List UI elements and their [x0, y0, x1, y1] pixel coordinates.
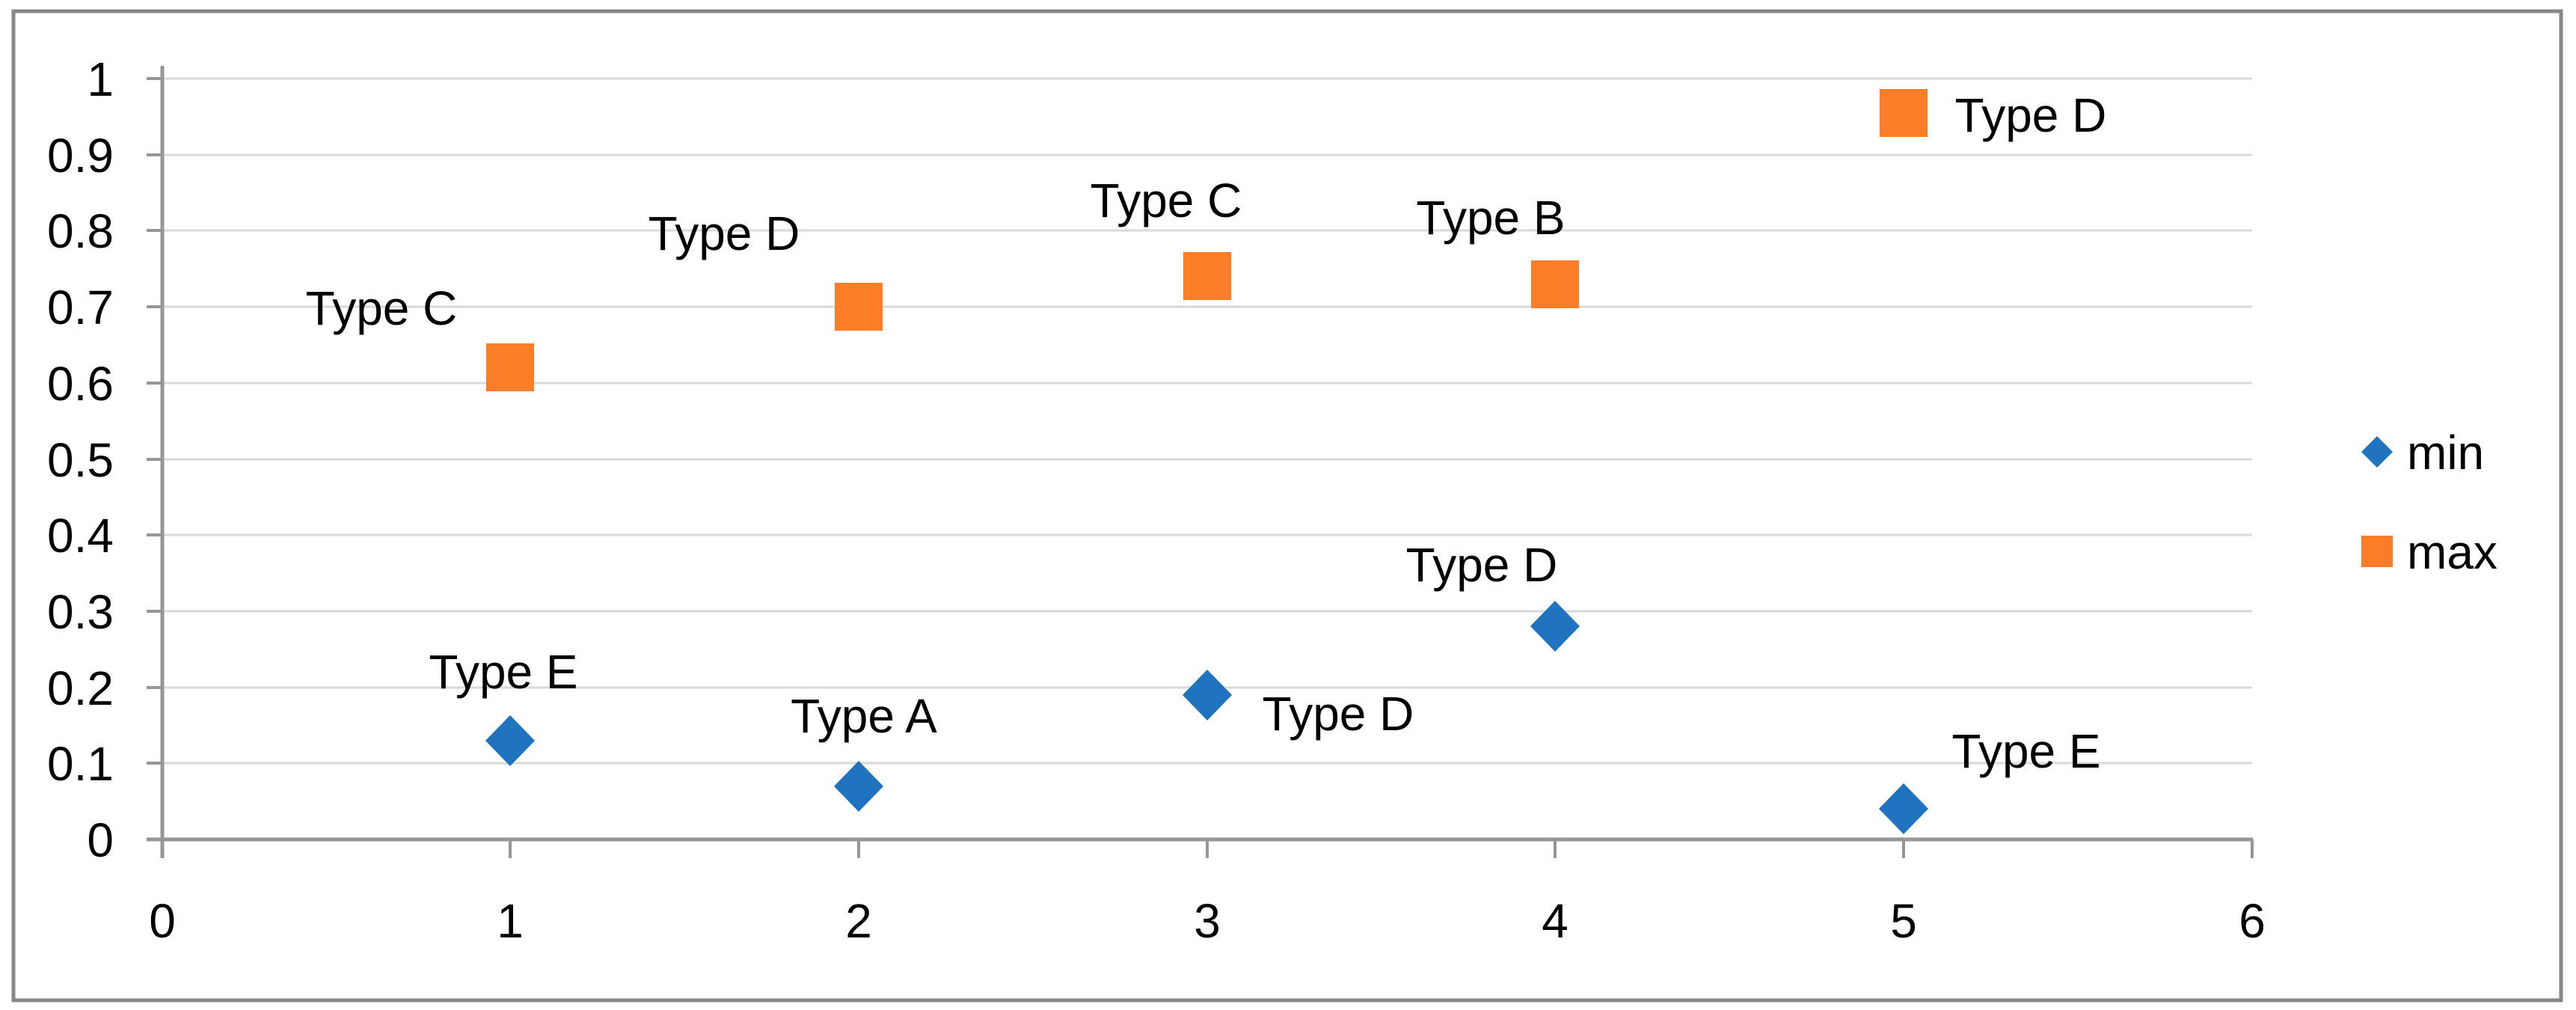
- data-point-min-5[interactable]: [1879, 783, 1928, 834]
- data-point-label: Type C: [306, 281, 458, 335]
- data-point-label: Type D: [648, 206, 800, 260]
- legend-label-min[interactable]: min: [2407, 426, 2484, 480]
- x-axis-tick-label: 3: [1194, 894, 1221, 948]
- data-point-max-2[interactable]: [835, 283, 883, 331]
- data-point-min-2[interactable]: [834, 761, 883, 812]
- data-point-max-4[interactable]: [1531, 260, 1579, 308]
- data-point-max-5[interactable]: [1880, 89, 1928, 137]
- y-axis-tick-label: 0.6: [47, 357, 114, 411]
- x-axis-tick-label: 4: [1542, 894, 1568, 948]
- outer-border: [11, 9, 2563, 1003]
- data-point-min-3[interactable]: [1183, 670, 1232, 720]
- y-axis-tick-label: 0.2: [47, 661, 114, 715]
- data-point-max-3[interactable]: [1183, 252, 1231, 300]
- y-axis-tick-label: 0.1: [47, 737, 114, 791]
- data-point-label: Type E: [1951, 724, 2100, 778]
- legend-max-square-marker-icon[interactable]: [2361, 536, 2393, 567]
- y-axis-tick-label: 0.9: [47, 129, 114, 183]
- y-axis-tick-label: 1: [87, 52, 114, 106]
- y-axis-tick-label: 0.7: [47, 281, 114, 334]
- legend-label-max[interactable]: max: [2407, 525, 2497, 579]
- data-point-min-4[interactable]: [1530, 601, 1580, 652]
- data-point-label: Type C: [1091, 174, 1242, 227]
- data-point-label: Type D: [1955, 88, 2107, 142]
- y-axis-tick-label: 0.4: [47, 509, 114, 563]
- y-axis-tick-label: 0: [87, 813, 114, 867]
- x-axis-tick-label: 5: [1890, 894, 1917, 948]
- y-axis-tick-label: 0.8: [47, 204, 114, 258]
- data-point-label: Type B: [1416, 191, 1565, 245]
- data-point-max-1[interactable]: [486, 343, 534, 391]
- x-axis-tick-label: 1: [497, 894, 524, 948]
- legend: min max: [2361, 426, 2497, 579]
- x-axis-tick-label: 2: [845, 894, 872, 948]
- data-point-label: Type A: [791, 689, 937, 743]
- x-axis-tick-label: 0: [149, 894, 176, 948]
- data-point-label: Type D: [1263, 687, 1414, 741]
- data-point-min-1[interactable]: [485, 715, 535, 766]
- legend-min-diamond-marker-icon[interactable]: [2361, 436, 2393, 468]
- data-point-label: Type E: [429, 645, 577, 699]
- y-axis-tick-label: 0.5: [47, 433, 114, 487]
- y-axis-tick-label: 0.3: [47, 585, 114, 639]
- data-point-label: Type D: [1406, 538, 1558, 592]
- x-axis-tick-label: 6: [2239, 894, 2266, 948]
